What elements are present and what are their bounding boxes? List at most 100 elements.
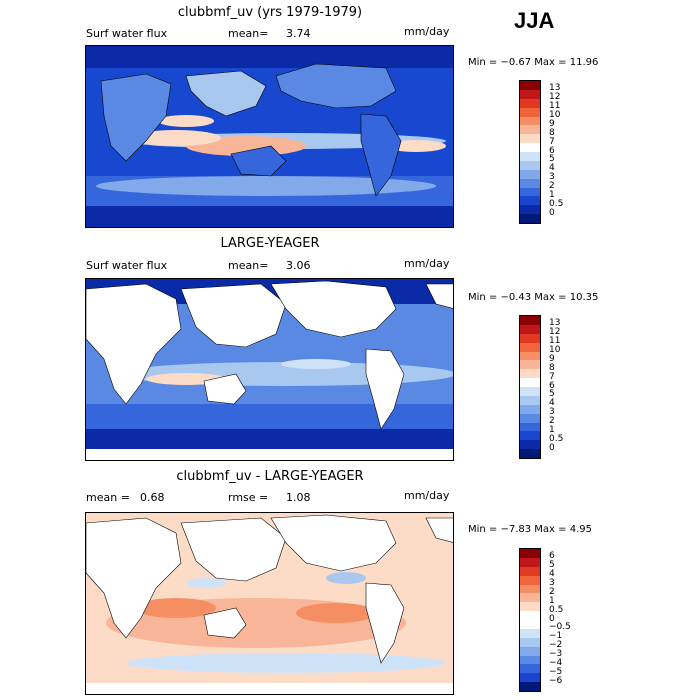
colorbar-tick-label: 5 — [549, 154, 555, 165]
colorbar-tick-label: 0.5 — [549, 198, 564, 209]
panel-2-variable-label: Surf water flux — [86, 259, 168, 272]
colorbar-swatch — [520, 387, 540, 396]
colorbar-swatch — [520, 351, 540, 361]
colorbar-swatch — [520, 422, 540, 432]
panel-3-title: clubbmf_uv - LARGE-YEAGER — [176, 469, 364, 484]
panel-3-map — [85, 512, 454, 695]
colorbar-tick-label: 13 — [549, 318, 561, 329]
colorbar-tick-label: 9 — [549, 118, 555, 129]
colorbar-swatch — [520, 324, 540, 334]
colorbar-swatch — [520, 673, 540, 683]
colorbar-swatch — [520, 205, 540, 215]
colorbar-tick-label: 9 — [549, 353, 555, 364]
colorbar-tick-label: 7 — [549, 136, 555, 147]
colorbar-swatch — [520, 602, 540, 612]
panel-1-minmax: Min = −0.67 Max = 11.96 — [468, 57, 599, 68]
colorbar-tick-label: −4 — [549, 657, 563, 668]
panel-1-mean-value: 3.74 — [286, 27, 311, 40]
colorbar-swatch — [520, 593, 540, 603]
panel-3-colorbar — [519, 548, 541, 692]
colorbar-tick-label: −3 — [549, 649, 563, 659]
colorbar-swatch — [520, 369, 540, 379]
panel-3-rmse-label: rmse = — [228, 491, 269, 504]
colorbar-swatch — [520, 449, 540, 458]
colorbar-swatch — [520, 637, 540, 647]
colorbar-tick-label: 12 — [549, 327, 561, 338]
colorbar-tick-label: 6 — [549, 551, 555, 562]
colorbar-tick-label: 0 — [549, 207, 555, 218]
panel-2-minmax: Min = −0.43 Max = 10.35 — [468, 292, 599, 303]
colorbar-swatch — [520, 98, 540, 108]
colorbar-tick-label: 0 — [549, 442, 555, 453]
panel-3-rmse-value: 1.08 — [286, 491, 311, 504]
panel-1-title: clubbmf_uv (yrs 1979-1979) — [177, 5, 363, 20]
season-label: JJA — [514, 8, 555, 33]
colorbar-swatch — [520, 620, 540, 629]
colorbar-swatch — [520, 360, 540, 370]
colorbar-tick-label: 4 — [549, 569, 555, 580]
panel-2-map — [85, 278, 454, 461]
colorbar-tick-label: −2 — [549, 640, 563, 651]
colorbar-tick-label: 10 — [549, 345, 561, 355]
colorbar-swatch — [520, 160, 540, 170]
colorbar-tick-label: 4 — [549, 398, 555, 409]
panel-1-colorbar — [519, 80, 541, 224]
panel-3-mean-label: mean = — [86, 491, 130, 504]
colorbar-swatch — [520, 316, 540, 325]
colorbar-tick-label: 2 — [549, 586, 555, 597]
colorbar-swatch — [520, 107, 540, 117]
colorbar-swatch — [520, 611, 540, 620]
colorbar-swatch — [520, 646, 540, 656]
colorbar-swatch — [520, 214, 540, 223]
colorbar-tick-label: 11 — [549, 101, 561, 112]
colorbar-tick-label: 13 — [549, 83, 561, 94]
colorbar-tick-label: 1 — [549, 424, 555, 435]
colorbar-swatch — [520, 342, 540, 352]
colorbar-swatch — [520, 682, 540, 691]
colorbar-swatch — [520, 152, 540, 161]
colorbar-swatch — [520, 89, 540, 99]
colorbar-tick-label: −1 — [549, 631, 563, 642]
colorbar-tick-label: 3 — [549, 407, 555, 418]
colorbar-swatch — [520, 566, 540, 576]
colorbar-swatch — [520, 440, 540, 450]
colorbar-swatch — [520, 395, 540, 405]
panel-3-minmax: Min = −7.83 Max = 4.95 — [468, 524, 592, 535]
colorbar-swatch — [520, 655, 540, 665]
colorbar-tick-label: 3 — [549, 172, 555, 183]
colorbar-swatch — [520, 404, 540, 414]
panel-2-colorbar — [519, 315, 541, 459]
panel-3-mean-value: 0.68 — [140, 491, 165, 504]
colorbar-tick-label: 0.5 — [549, 433, 564, 444]
colorbar-swatch — [520, 664, 540, 674]
colorbar-swatch — [520, 628, 540, 638]
panel-1-map — [85, 45, 454, 228]
colorbar-swatch — [520, 378, 540, 387]
colorbar-tick-label: 3 — [549, 578, 555, 588]
colorbar-swatch — [520, 125, 540, 135]
colorbar-swatch — [520, 413, 540, 423]
colorbar-tick-label: 2 — [549, 181, 555, 191]
panel-1-variable-label: Surf water flux — [86, 27, 168, 40]
colorbar-swatch — [520, 575, 540, 585]
colorbar-swatch — [520, 169, 540, 179]
colorbar-swatch — [520, 557, 540, 567]
panel-1-mean-label: mean= — [228, 27, 269, 40]
colorbar-swatch — [520, 134, 540, 144]
colorbar-tick-label: 6 — [549, 380, 555, 391]
colorbar-swatch — [520, 431, 540, 441]
colorbar-tick-label: 8 — [549, 362, 555, 373]
colorbar-swatch — [520, 116, 540, 126]
colorbar-tick-label: 5 — [549, 560, 555, 571]
colorbar-tick-label: 1 — [549, 595, 555, 606]
colorbar-swatch — [520, 333, 540, 343]
colorbar-tick-label: 12 — [549, 92, 561, 103]
colorbar-tick-label: −6 — [549, 675, 563, 686]
panel-2-mean-label: mean= — [228, 259, 269, 272]
panel-2-mean-value: 3.06 — [286, 259, 311, 272]
colorbar-tick-label: −5 — [549, 666, 563, 677]
colorbar-tick-label: 0.5 — [549, 604, 564, 615]
panel-1-units: mm/day — [404, 25, 450, 38]
colorbar-tick-label: 6 — [549, 145, 555, 156]
colorbar-tick-label: 0 — [549, 613, 555, 624]
